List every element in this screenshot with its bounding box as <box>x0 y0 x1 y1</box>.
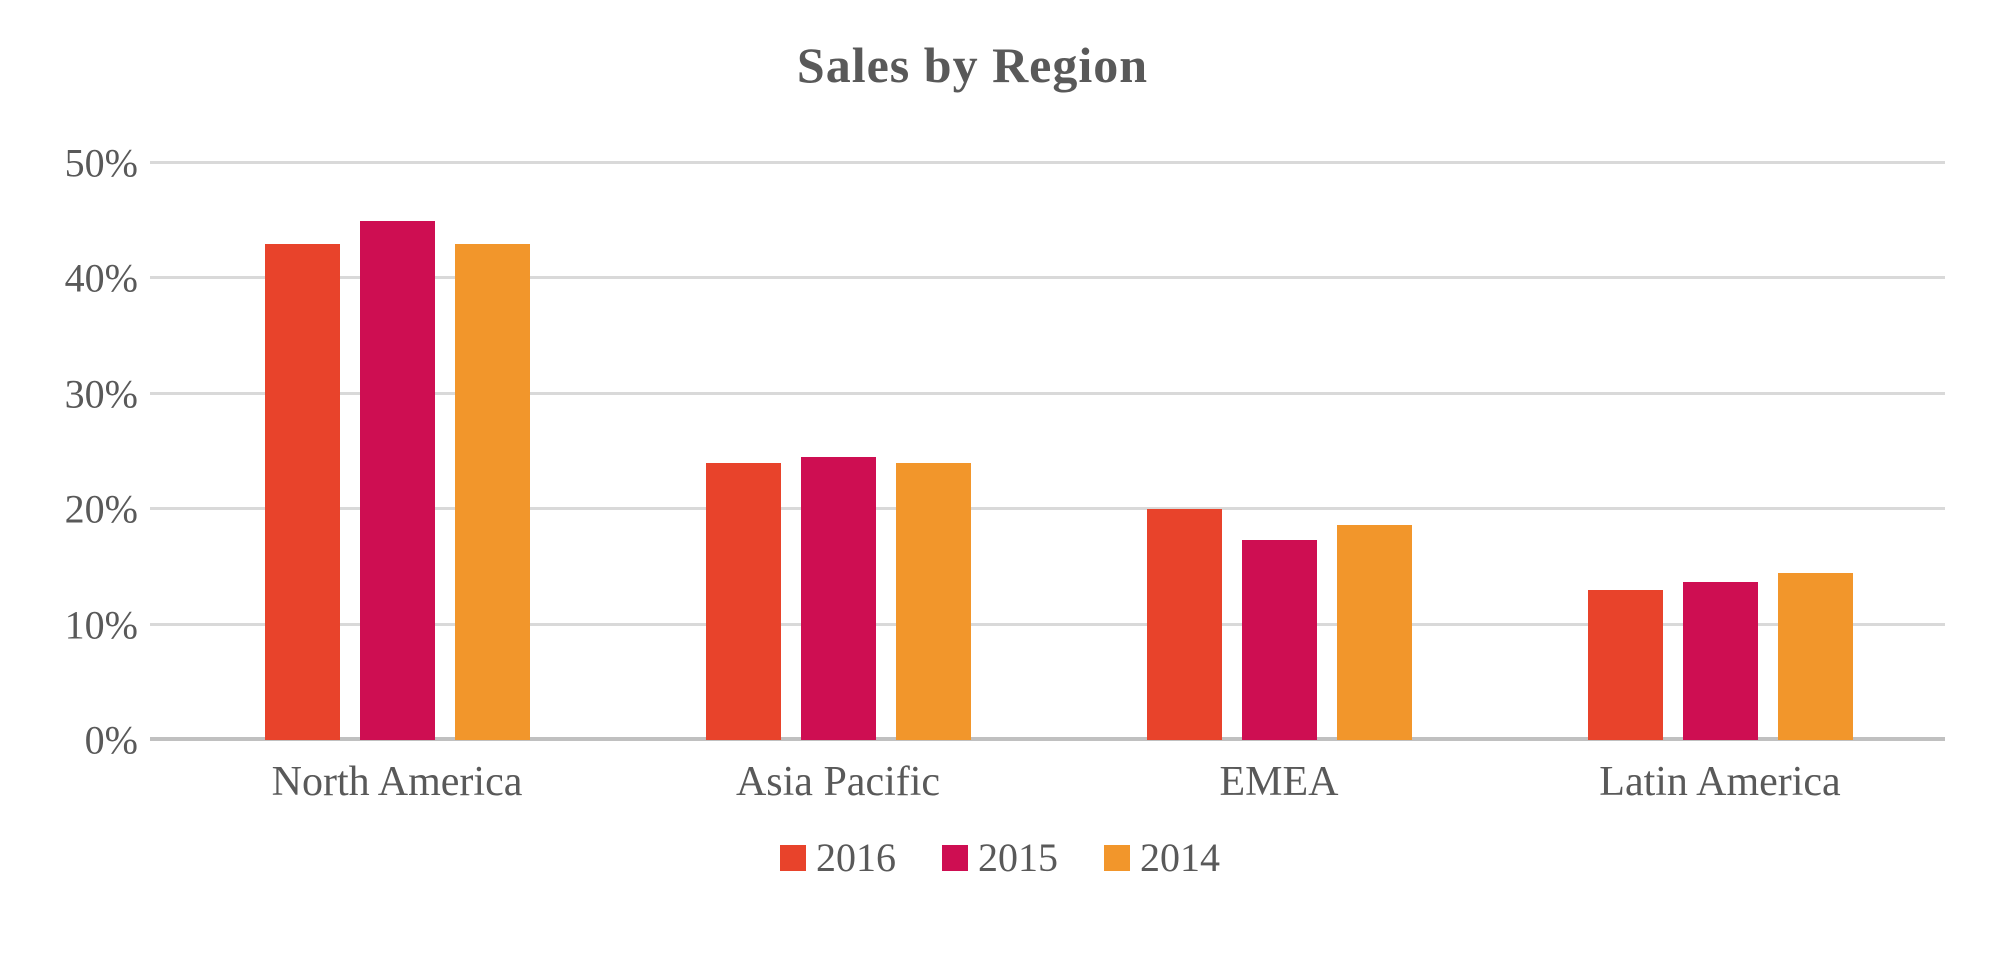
bar-2015-emea <box>1241 540 1317 740</box>
bar-2015-latin-america <box>1682 582 1758 740</box>
bar-2015-asia-pacific <box>800 457 876 740</box>
bar-2014-emea <box>1336 525 1412 740</box>
legend: 2016 2015 2014 <box>0 838 2000 878</box>
legend-label-2015: 2015 <box>978 835 1058 880</box>
bar-2014-north-america <box>454 244 530 740</box>
gridline-10 <box>150 622 1945 626</box>
chart-title: Sales by Region <box>796 37 1149 93</box>
y-tick-label-10: 10% <box>64 602 138 648</box>
gridline-30 <box>150 391 1945 395</box>
gridline-50 <box>150 161 1945 164</box>
y-tick-label-20: 20% <box>64 486 138 532</box>
legend-swatch-2015 <box>942 845 968 871</box>
gridline-40 <box>150 276 1945 280</box>
gridline-20 <box>150 507 1945 511</box>
bar-2014-asia-pacific <box>895 463 971 740</box>
bar-2015-north-america <box>359 221 435 740</box>
x-category-label-north-america: North America <box>271 759 523 805</box>
bar-group-emea <box>1146 509 1412 740</box>
y-tick-label-0: 0% <box>84 717 138 763</box>
y-axis-tick-labels: 0% 10% 20% 30% 40% 50% <box>20 141 138 763</box>
bar-2016-north-america <box>264 244 340 740</box>
bar-2016-emea <box>1146 509 1222 740</box>
y-tick-label-40: 40% <box>64 255 138 301</box>
bar-group-north-america <box>264 221 530 740</box>
bar-2016-latin-america <box>1587 590 1663 740</box>
plot-area <box>150 161 1945 741</box>
legend-label-2014: 2014 <box>1140 835 1220 880</box>
x-category-label-emea: EMEA <box>1219 759 1339 805</box>
legend-item-2014: 2014 <box>1104 838 1220 878</box>
x-category-label-asia-pacific: Asia Pacific <box>735 759 941 805</box>
legend-swatch-2014 <box>1104 845 1130 871</box>
legend-swatch-2016 <box>780 845 806 871</box>
bar-2014-latin-america <box>1777 573 1853 740</box>
x-category-label-latin-america: Latin America <box>1599 759 1841 805</box>
y-tick-label-30: 30% <box>64 371 138 417</box>
x-axis-category-labels: North America Asia Pacific EMEA Latin Ameri… <box>150 758 1945 818</box>
legend-label-2016: 2016 <box>816 835 896 880</box>
x-axis-line <box>150 737 1945 741</box>
legend-item-2016: 2016 <box>780 838 896 878</box>
bar-2016-asia-pacific <box>705 463 781 740</box>
bar-group-asia-pacific <box>705 457 971 740</box>
bar-group-latin-america <box>1587 573 1853 740</box>
y-tick-label-50: 50% <box>64 140 138 186</box>
legend-item-2015: 2015 <box>942 838 1058 878</box>
